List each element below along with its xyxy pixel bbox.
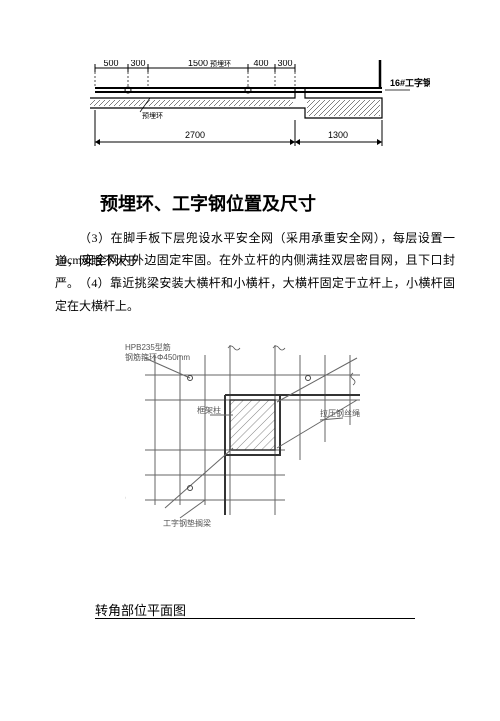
- dim-300b: 300: [277, 60, 292, 68]
- title-diagram2: 转角部位平面图: [95, 600, 186, 619]
- d2-fig-marker: 图): [125, 493, 126, 502]
- diagram-corner-plan: HPB235型筋 钢筋箍环Φ450mm 框架柱 拉压钢丝绳 工字钢垫搁梁 图): [125, 340, 385, 540]
- dim-2700: 2700: [185, 130, 205, 140]
- top-dim-row: 500 300 1500 400 300 预埋环: [95, 60, 295, 72]
- d2-column-label: 框架柱: [197, 405, 221, 415]
- paragraph-4: （4）靠近挑梁安装大横杆和小横杆，大横杆固定于立杆上，小横杆固定在大横杆上。: [55, 272, 455, 318]
- underline-bottom: [95, 618, 415, 619]
- diagram-ring-ibeam: 500 300 1500 400 300 预埋环: [90, 60, 430, 180]
- dim-400: 400: [253, 60, 268, 68]
- dim-300a: 300: [130, 60, 145, 68]
- title-diagram1: 预埋环、工字钢位置及尺寸: [100, 190, 316, 216]
- d2-ibeam-label: 工字钢垫搁梁: [163, 518, 211, 528]
- ibeam-label: 16#工字钢: [390, 77, 430, 88]
- dim-1300: 1300: [328, 130, 348, 140]
- d2-top-note2: 钢筋箍环Φ450mm: [125, 352, 190, 362]
- dim-1500: 1500: [188, 60, 208, 68]
- d2-top-note1: HPB235型筋: [125, 342, 171, 352]
- ring-top-label: 预埋环: [210, 60, 231, 68]
- ring-bottom-label: 预埋环: [142, 111, 163, 120]
- d2-rope-label: 拉压钢丝绳: [320, 408, 360, 418]
- dim-500: 500: [103, 60, 118, 68]
